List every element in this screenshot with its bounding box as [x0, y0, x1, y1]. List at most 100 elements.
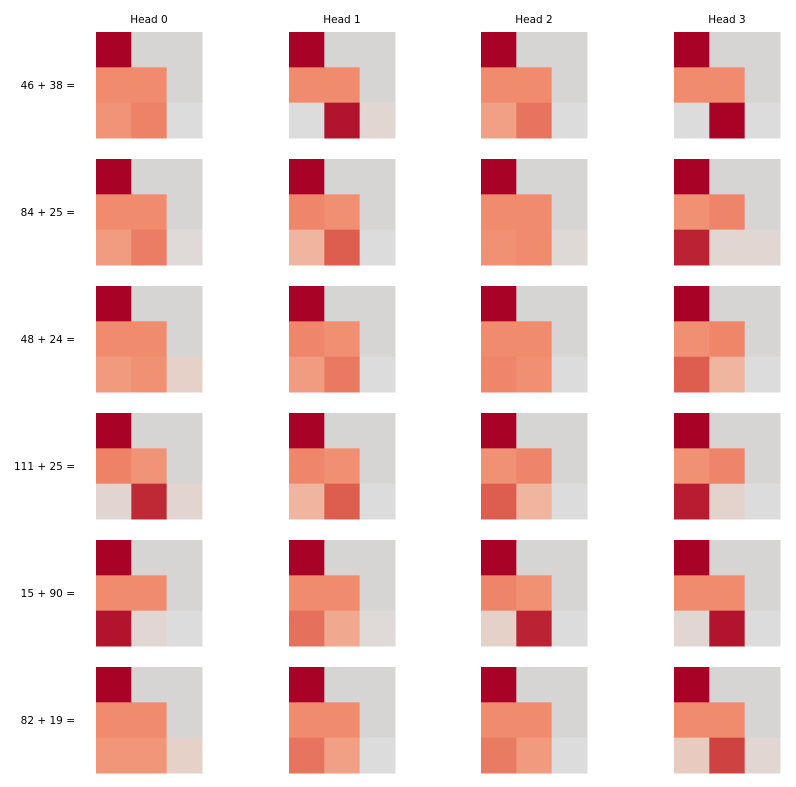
- attention-cell: [324, 575, 361, 612]
- masked-cell: [166, 575, 203, 612]
- attention-cell: [516, 737, 553, 774]
- attention-cell: [481, 356, 517, 393]
- attention-cell: [131, 737, 168, 774]
- attention-cell: [359, 102, 396, 139]
- masked-cell: [359, 413, 396, 449]
- attention-cell: [674, 413, 710, 449]
- attention-cell: [96, 102, 132, 139]
- attention-cell: [324, 448, 361, 485]
- masked-cell: [744, 575, 781, 612]
- attention-cell: [551, 102, 588, 139]
- heatmap-row-2-head-2: [481, 286, 588, 393]
- masked-cell: [166, 321, 203, 358]
- attention-cell: [131, 102, 168, 139]
- column-header-head-0: Head 0: [130, 14, 167, 26]
- attention-cell: [674, 702, 710, 739]
- attention-cell: [131, 194, 168, 231]
- masked-cell: [166, 413, 203, 449]
- attention-cell: [674, 448, 710, 485]
- heatmap-row-3-head-0: [96, 413, 203, 520]
- heatmap-row-2-head-3: [674, 286, 781, 393]
- attention-cell: [744, 737, 781, 774]
- masked-cell: [744, 413, 781, 449]
- attention-cell: [359, 356, 396, 393]
- attention-cell: [744, 483, 781, 520]
- masked-cell: [709, 667, 746, 703]
- masked-cell: [551, 667, 588, 703]
- masked-cell: [744, 667, 781, 703]
- masked-cell: [709, 159, 746, 195]
- column-header-head-2: Head 2: [515, 14, 552, 26]
- attention-cell: [674, 483, 710, 520]
- masked-cell: [551, 32, 588, 68]
- attention-cell: [166, 483, 203, 520]
- attention-cell: [131, 702, 168, 739]
- heatmap-row-3-head-1: [289, 413, 396, 520]
- attention-cell: [481, 286, 517, 322]
- attention-cell: [96, 448, 132, 485]
- attention-cell: [516, 67, 553, 104]
- masked-cell: [166, 32, 203, 68]
- heatmap-row-5-head-3: [674, 667, 781, 774]
- masked-cell: [551, 194, 588, 231]
- heatmap-row-0-head-3: [674, 32, 781, 139]
- masked-cell: [166, 67, 203, 104]
- attention-cell: [131, 483, 168, 520]
- masked-cell: [166, 667, 203, 703]
- attention-cell: [96, 159, 132, 195]
- attention-cell: [551, 610, 588, 647]
- masked-cell: [359, 67, 396, 104]
- masked-cell: [131, 159, 168, 195]
- masked-cell: [166, 448, 203, 485]
- attention-cell: [674, 67, 710, 104]
- attention-cell: [324, 321, 361, 358]
- row-label-3: 111 + 25 =: [14, 461, 75, 473]
- masked-cell: [551, 540, 588, 576]
- attention-cell: [131, 321, 168, 358]
- attention-cell: [289, 356, 325, 393]
- heatmap-row-1-head-0: [96, 159, 203, 266]
- attention-cell: [96, 483, 132, 520]
- attention-cell: [481, 321, 517, 358]
- attention-cell: [481, 540, 517, 576]
- attention-cell: [516, 702, 553, 739]
- attention-cell: [96, 356, 132, 393]
- attention-cell: [516, 229, 553, 266]
- attention-cell: [674, 32, 710, 68]
- masked-cell: [166, 286, 203, 322]
- heatmap-row-5-head-0: [96, 667, 203, 774]
- row-label-0: 46 + 38 =: [21, 80, 75, 92]
- attention-cell: [674, 286, 710, 322]
- heatmap-row-4-head-2: [481, 540, 588, 647]
- masked-cell: [709, 286, 746, 322]
- attention-cell: [131, 229, 168, 266]
- attention-cell: [481, 610, 517, 647]
- masked-cell: [516, 667, 553, 703]
- attention-cell: [481, 448, 517, 485]
- attention-cell: [96, 667, 132, 703]
- masked-cell: [516, 413, 553, 449]
- attention-cell: [744, 102, 781, 139]
- heatmap-row-2-head-0: [96, 286, 203, 393]
- attention-cell: [516, 321, 553, 358]
- attention-cell: [744, 610, 781, 647]
- masked-cell: [516, 159, 553, 195]
- attention-cell: [166, 102, 203, 139]
- attention-cell: [324, 102, 361, 139]
- masked-cell: [166, 702, 203, 739]
- attention-cell: [289, 229, 325, 266]
- attention-cell: [744, 229, 781, 266]
- attention-cell: [289, 67, 325, 104]
- masked-cell: [516, 32, 553, 68]
- heatmap-row-2-head-1: [289, 286, 396, 393]
- attention-cell: [166, 356, 203, 393]
- attention-cell: [359, 737, 396, 774]
- attention-cell: [289, 448, 325, 485]
- masked-cell: [516, 286, 553, 322]
- attention-cell: [709, 737, 746, 774]
- attention-cell: [359, 610, 396, 647]
- attention-cell: [674, 575, 710, 612]
- row-label-2: 48 + 24 =: [21, 334, 75, 346]
- attention-cell: [96, 32, 132, 68]
- masked-cell: [324, 159, 361, 195]
